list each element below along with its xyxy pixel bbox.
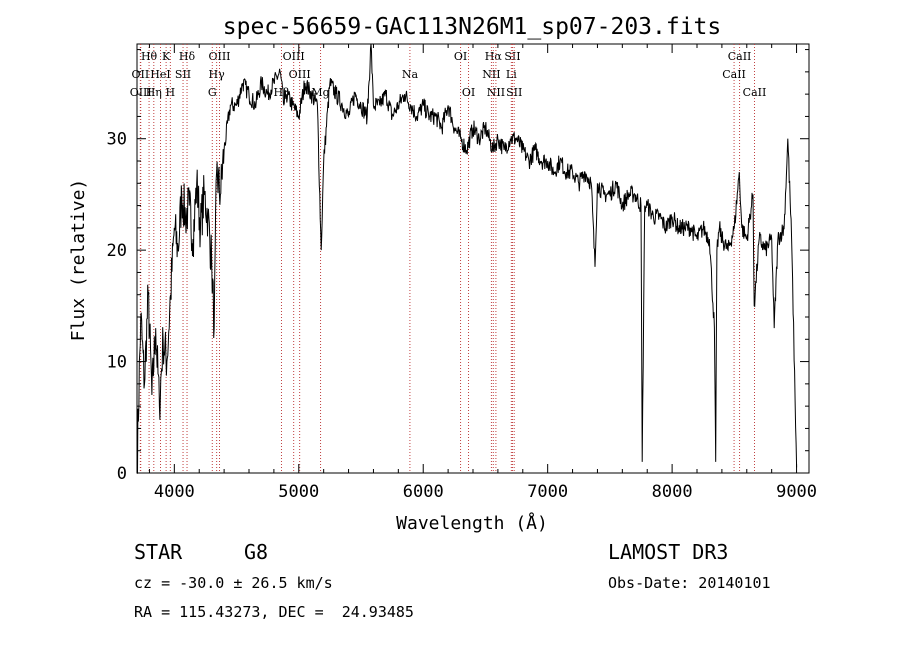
marker-label-13: OIII bbox=[289, 68, 311, 81]
marker-label-19: Hα bbox=[485, 50, 503, 63]
marker-label-4: HeI bbox=[150, 68, 170, 81]
survey-name: LAMOST DR3 bbox=[608, 540, 729, 564]
marker-label-22: Li bbox=[506, 68, 517, 81]
marker-label-3: K bbox=[162, 50, 171, 63]
marker-label-20: SII bbox=[504, 50, 520, 63]
marker-label-12: OIII bbox=[283, 50, 305, 63]
redshift-text: cz = -30.0 ± 26.5 km/s bbox=[134, 574, 333, 592]
x-tick-label-1: 5000 bbox=[278, 482, 319, 502]
marker-label-26: CaII bbox=[722, 68, 746, 81]
x-tick-label-3: 7000 bbox=[527, 482, 568, 502]
flux-line bbox=[136, 43, 798, 474]
marker-label-21: NII bbox=[482, 68, 500, 81]
chart-title: spec-56659-GAC113N26M1_sp07-203.fits bbox=[223, 14, 722, 40]
coordinates: RA = 115.43273, DEC = 24.93485 bbox=[134, 603, 414, 621]
marker-label-25: CaII bbox=[728, 50, 752, 63]
line-markers: HθOIIOIIIKHeIHηSIIHHδOIIIHγGOIIIOIIIHβMg… bbox=[130, 44, 767, 473]
marker-label-24: SII bbox=[506, 86, 522, 99]
marker-label-15: Mg bbox=[311, 86, 329, 99]
marker-label-9: OIII bbox=[208, 50, 230, 63]
plot-frame bbox=[136, 43, 810, 474]
subclass: G8 bbox=[244, 540, 269, 564]
marker-label-8: Hδ bbox=[179, 50, 196, 63]
marker-label-16: Na bbox=[402, 68, 419, 81]
y-tick-label-0: 0 bbox=[117, 464, 127, 484]
marker-label-7: H bbox=[166, 86, 176, 99]
x-tick-label-4: 8000 bbox=[652, 482, 693, 502]
marker-label-0: Hθ bbox=[141, 50, 158, 63]
x-axis-label: Wavelength (Å) bbox=[396, 512, 548, 534]
object-class: STAR bbox=[134, 540, 183, 564]
x-tick-label-5: 9000 bbox=[776, 482, 817, 502]
marker-label-17: OI bbox=[454, 50, 467, 63]
y-axis-label: Flux (relative) bbox=[68, 179, 89, 342]
obs-date: Obs-Date: 20140101 bbox=[608, 574, 771, 592]
marker-label-18: OI bbox=[462, 86, 475, 99]
y-tick-label-3: 30 bbox=[107, 130, 127, 150]
axes: 4000 5000 6000 7000 8000 9000 0 10 20 30 bbox=[107, 44, 817, 502]
y-tick-label-1: 10 bbox=[107, 353, 127, 373]
marker-label-10: Hγ bbox=[209, 68, 226, 81]
marker-label-6: SII bbox=[175, 68, 191, 81]
marker-label-11: G bbox=[208, 86, 217, 99]
marker-label-2: OIII bbox=[130, 86, 152, 99]
x-tick-label-2: 6000 bbox=[403, 482, 444, 502]
marker-label-5: Hη bbox=[146, 86, 162, 99]
spectrum-chart: spec-56659-GAC113N26M1_sp07-203.fits Hθ O… bbox=[68, 14, 817, 534]
marker-label-27: CaII bbox=[743, 86, 767, 99]
marker-label-23: NII bbox=[487, 86, 505, 99]
y-tick-label-2: 20 bbox=[107, 241, 127, 261]
x-tick-label-0: 4000 bbox=[154, 482, 195, 502]
